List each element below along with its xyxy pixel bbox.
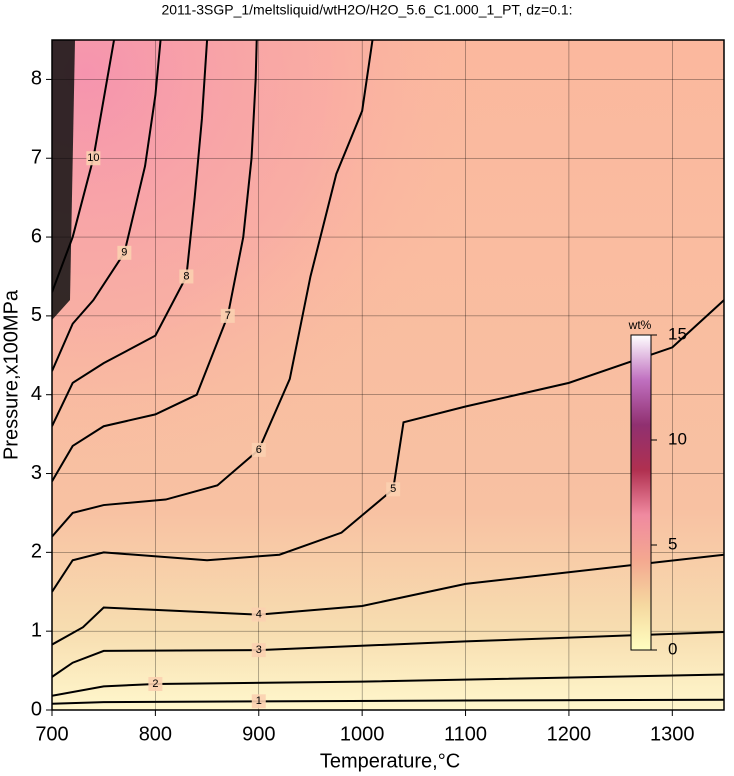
y-tick-label: 5	[31, 304, 42, 326]
y-axis-label: Pressure,x100MPa	[0, 289, 22, 460]
y-tick-label: 1	[31, 619, 42, 641]
x-tick-label: 1200	[547, 723, 592, 745]
colorbar-label: wt%	[628, 318, 652, 332]
contour-label: 4	[256, 609, 262, 621]
x-tick-label: 1100	[444, 723, 487, 745]
y-tick-label: 2	[31, 541, 42, 563]
x-tick-label: 800	[139, 723, 172, 745]
contour-label: 2	[152, 678, 158, 690]
y-tick-label: 6	[31, 225, 42, 247]
x-tick-label: 900	[242, 723, 275, 745]
y-tick-label: 7	[31, 147, 42, 169]
contour-label-bg	[251, 607, 266, 622]
colorbar-tick-label: 5	[668, 534, 677, 553]
contour-label: 8	[183, 270, 189, 282]
plot-frame	[51, 39, 725, 711]
contour-label: 10	[87, 152, 99, 164]
contours: 1 2 3 4 5 6 7 8 9 10	[52, 40, 724, 709]
contour-label: 6	[256, 444, 262, 456]
contour-label-bg	[251, 442, 266, 457]
contour-label-bg	[148, 676, 163, 691]
contour-label: 9	[121, 247, 127, 259]
contour-line	[52, 40, 209, 427]
x-tick-label: 1000	[340, 723, 385, 745]
contour-label: 3	[256, 644, 262, 656]
dense-contour-region	[52, 40, 75, 320]
colorbar-tick-label: 10	[668, 429, 687, 448]
y-tick-label: 0	[31, 698, 42, 720]
plot-background-shade	[52, 40, 724, 710]
colorbar-tick-label: 0	[668, 639, 677, 658]
contour-label: 1	[256, 695, 262, 707]
chart-title: 2011-3SGP_1/meltsliquid/wtH2O/H2O_5.6_C1…	[161, 2, 572, 18]
colorbar-tick-label: 15	[668, 324, 687, 343]
contour-line	[52, 553, 724, 646]
colorbar: wt% 0 5 10 15	[628, 318, 687, 658]
contour-label-bg	[179, 269, 194, 284]
contour-label-bg	[386, 482, 401, 497]
y-tick-label: 3	[31, 462, 42, 484]
x-tick-label: 700	[35, 723, 68, 745]
contour-label-bg	[117, 245, 132, 260]
contour-label-bg	[220, 308, 235, 323]
x-axis-label: Temperature,°C	[320, 750, 460, 772]
contour-label-bg	[86, 151, 101, 166]
y-tick-label: 8	[31, 68, 42, 90]
contour-label-bg	[251, 643, 266, 658]
contour-line	[52, 630, 724, 678]
contour-line	[52, 299, 724, 593]
y-tick-label: 4	[31, 383, 42, 405]
x-tick-label: 1300	[650, 723, 695, 745]
grid	[51, 40, 724, 711]
contour-line	[52, 40, 258, 482]
colorbar-bar	[630, 334, 652, 651]
contour-label: 7	[225, 310, 231, 322]
contour-label-bg	[251, 694, 266, 709]
contour-line	[52, 40, 116, 293]
contour-label: 5	[390, 483, 396, 495]
